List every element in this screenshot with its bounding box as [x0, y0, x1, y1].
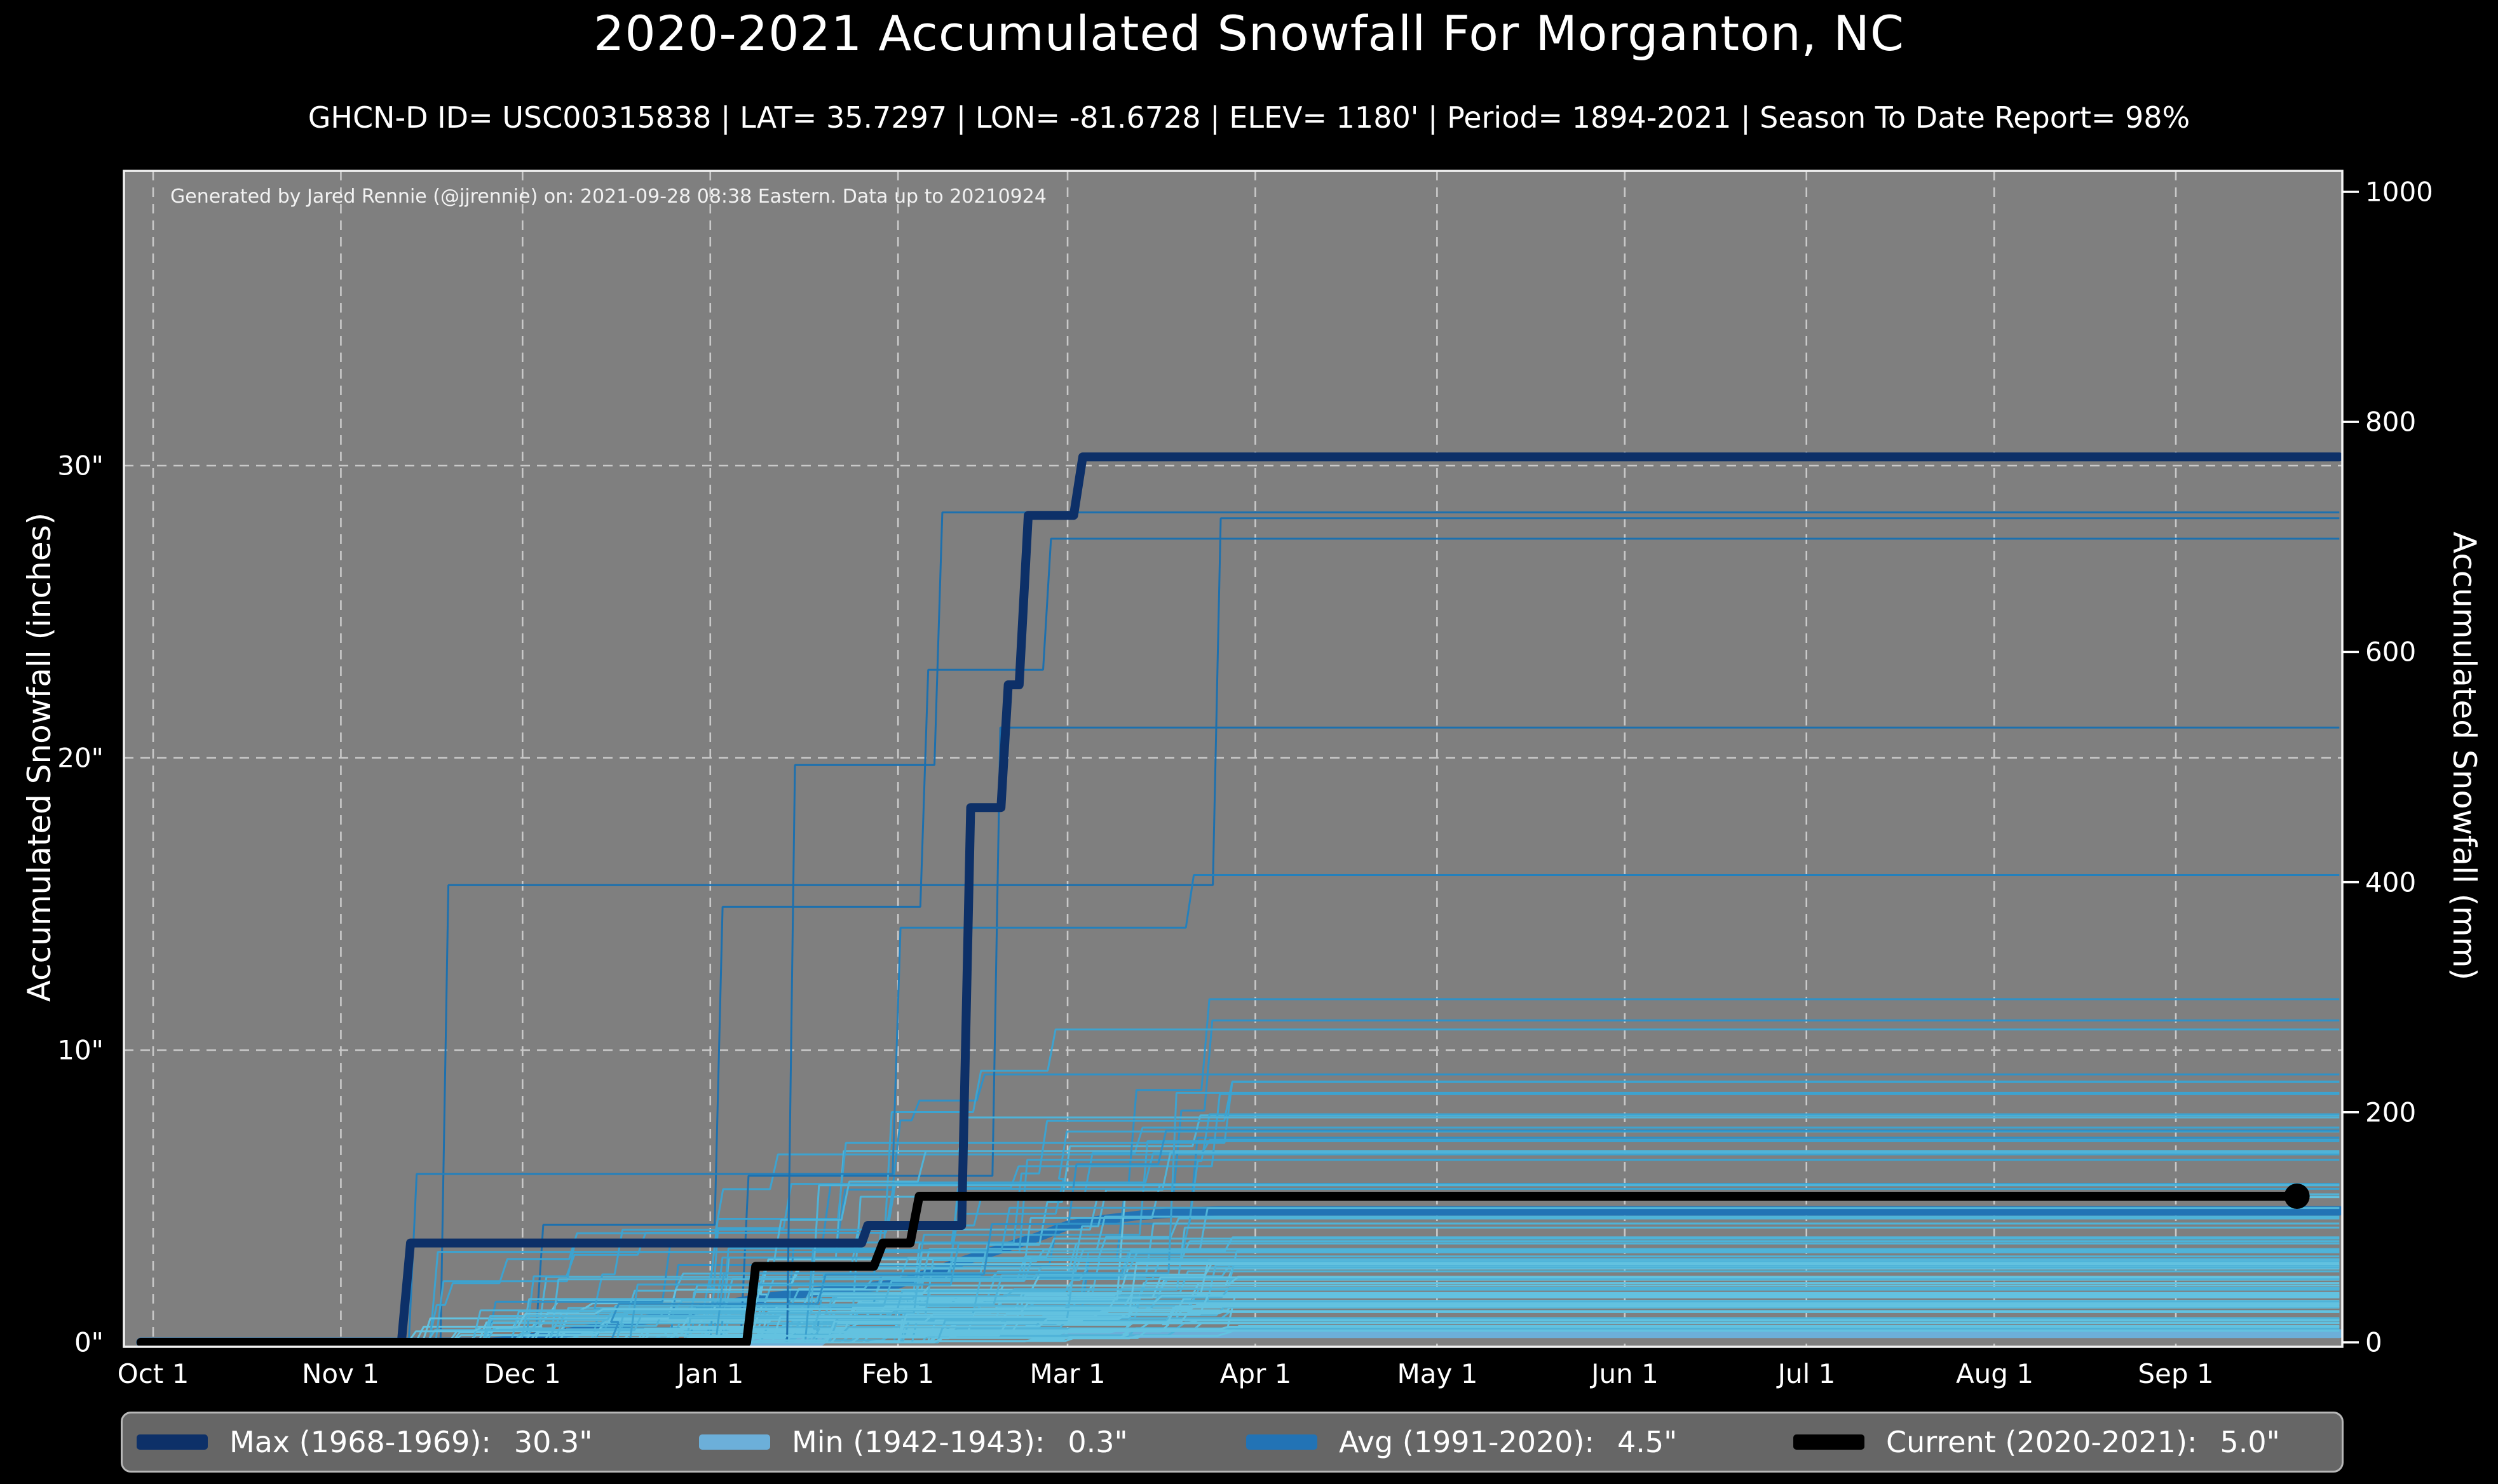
legend-swatch-current	[1793, 1434, 1864, 1450]
ytick-mm-1000: 1000	[2365, 176, 2433, 208]
xtick-sep1: Sep 1	[2138, 1358, 2214, 1389]
legend-item-current: Current (2020-2021): 5.0"	[1793, 1425, 2328, 1459]
legend-swatch-max	[137, 1434, 208, 1450]
y-axis-label-mm: Accumulated Snowfall (mm)	[2446, 531, 2483, 981]
xtick-feb1: Feb 1	[861, 1358, 935, 1389]
station-metadata-subtitle: GHCN-D ID= USC00315838 | LAT= 35.7297 | …	[308, 100, 2190, 135]
generated-by-annotation: Generated by Jared Rennie (@jjrennie) on…	[170, 186, 1047, 208]
ytick-mm-200: 200	[2365, 1096, 2417, 1128]
xtick-dec1: Dec 1	[484, 1358, 561, 1389]
xtick-aug1: Aug 1	[1955, 1358, 2034, 1389]
xtick-jul1: Jul 1	[1777, 1358, 1836, 1389]
legend-item-max: Max (1968-1969): 30.3"	[137, 1425, 699, 1459]
legend-bar: Max (1968-1969): 30.3" Min (1942-1943): …	[121, 1412, 2344, 1473]
legend-value-min: 0.3"	[1068, 1425, 1128, 1459]
right-axis-tick-marks	[2342, 191, 2359, 1344]
plot-area	[124, 171, 2342, 1347]
legend-label-min: Min (1942-1943):	[792, 1425, 1045, 1459]
ytick-inches-0: 0"	[74, 1326, 104, 1358]
xtick-mar1: Mar 1	[1029, 1358, 1106, 1389]
page-title: 2020-2021 Accumulated Snowfall For Morga…	[593, 5, 1904, 62]
series-max-line	[136, 452, 2342, 1347]
xtick-jan1: Jan 1	[677, 1358, 744, 1389]
ytick-inches-30: 30"	[57, 450, 104, 482]
legend-swatch-min	[699, 1434, 770, 1450]
series-current-line	[136, 1192, 2302, 1347]
legend-label-current: Current (2020-2021):	[1886, 1425, 2197, 1459]
legend-value-max: 30.3"	[513, 1425, 593, 1459]
ytick-inches-10: 10"	[57, 1034, 104, 1066]
legend-value-avg: 4.5"	[1617, 1425, 1678, 1459]
xtick-nov1: Nov 1	[301, 1358, 380, 1389]
ytick-mm-800: 800	[2365, 406, 2417, 438]
ytick-inches-20: 20"	[57, 742, 104, 774]
xtick-jun1: Jun 1	[1591, 1358, 1659, 1389]
plot-spines	[123, 170, 2344, 1348]
legend-item-min: Min (1942-1943): 0.3"	[699, 1425, 1246, 1459]
ytick-mm-400: 400	[2365, 867, 2417, 898]
xtick-apr1: Apr 1	[1219, 1358, 1292, 1389]
ytick-mm-0: 0	[2365, 1326, 2382, 1358]
ytick-mm-600: 600	[2365, 636, 2417, 668]
current-endpoint-marker	[2284, 1184, 2310, 1209]
legend-value-current: 5.0"	[2220, 1425, 2280, 1459]
legend-swatch-avg	[1246, 1434, 1317, 1450]
xtick-may1: May 1	[1397, 1358, 1478, 1389]
legend-item-avg: Avg (1991-2020): 4.5"	[1246, 1425, 1793, 1459]
legend-label-avg: Avg (1991-2020):	[1339, 1425, 1594, 1459]
y-axis-label-inches: Accumulated Snowfall (inches)	[21, 512, 58, 1002]
xtick-oct1: Oct 1	[117, 1358, 189, 1389]
legend-label-max: Max (1968-1969):	[229, 1425, 491, 1459]
